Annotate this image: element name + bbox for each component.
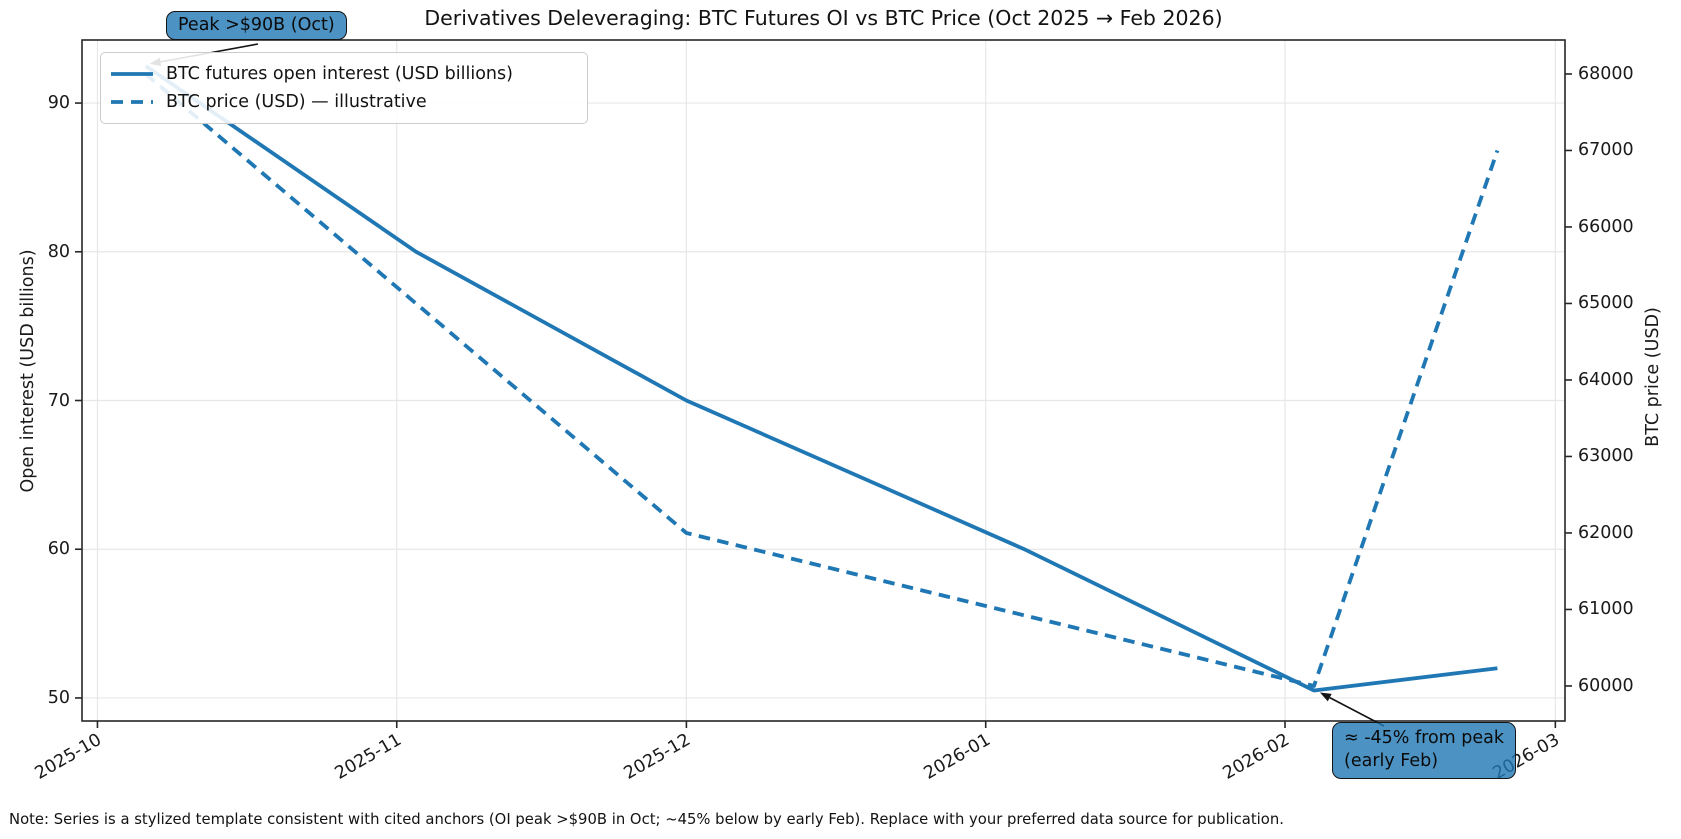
y-left-tick-label: 80 (47, 241, 70, 262)
y-right-tick-label: 60000 (1578, 675, 1634, 696)
y-right-tick-label: 65000 (1578, 293, 1634, 314)
drawdown-annotation-line1: ≈ -45% from peak (1344, 728, 1505, 748)
footnote: Note: Series is a stylized template cons… (9, 811, 1284, 828)
solid-line-sample-icon (111, 72, 153, 76)
legend-label-open-interest: BTC futures open interest (USD billions) (166, 64, 513, 84)
dashed-line-sample-icon (111, 100, 153, 104)
legend: BTC futures open interest (USD billions)… (100, 52, 588, 124)
peak-annotation: Peak >$90B (Oct) (166, 11, 347, 40)
legend-label-btc-price: BTC price (USD) — illustrative (166, 92, 427, 112)
y-right-tick-label: 64000 (1578, 369, 1634, 390)
y-right-tick-label: 63000 (1578, 446, 1634, 467)
y-right-tick-label: 61000 (1578, 599, 1634, 620)
y-left-tick-label: 70 (47, 390, 70, 411)
y-left-tick-label: 50 (47, 687, 70, 708)
drawdown-annotation-line2: (early Feb) (1344, 751, 1439, 771)
y-right-tick-label: 68000 (1578, 63, 1634, 84)
drawdown-annotation: ≈ -45% from peak (early Feb) (1332, 722, 1517, 779)
chart-title: Derivatives Deleveraging: BTC Futures OI… (424, 6, 1223, 30)
y-left-tick-label: 90 (47, 93, 70, 114)
y-left-tick-label: 60 (47, 539, 70, 560)
legend-row-btc-price: BTC price (USD) — illustrative (101, 88, 587, 116)
y-right-tick-label: 62000 (1578, 522, 1634, 543)
y-right-tick-label: 67000 (1578, 140, 1634, 161)
legend-row-open-interest: BTC futures open interest (USD billions) (101, 60, 587, 88)
y-right-tick-label: 66000 (1578, 216, 1634, 237)
